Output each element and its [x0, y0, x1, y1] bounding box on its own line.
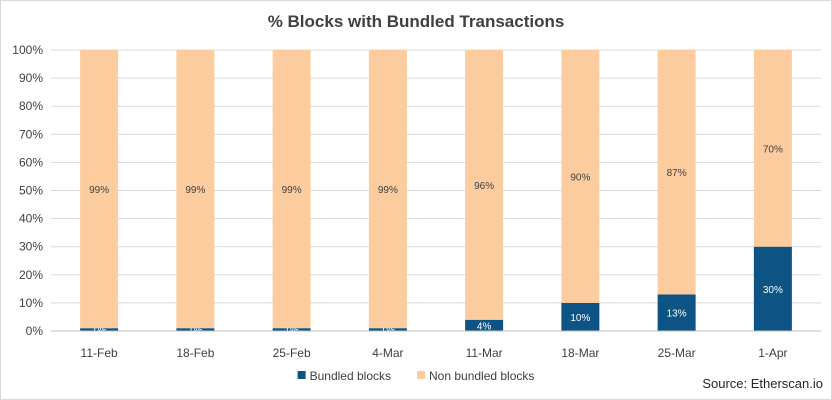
x-tick-label: 18-Mar — [561, 346, 599, 360]
y-tick-label: 100% — [12, 43, 43, 57]
bar-segment-non-bundled — [80, 50, 119, 329]
bar-segment-bundled — [465, 319, 504, 331]
data-label: 96% — [474, 181, 494, 192]
data-label: 10% — [570, 313, 590, 324]
bar-segment-non-bundled — [368, 50, 407, 329]
data-label: 90% — [570, 172, 590, 183]
y-axis: 0% 10% 20% 30% 40% 50% 60% 70% 80% 90% 100% — [12, 43, 43, 338]
legend-swatch — [416, 371, 425, 379]
data-label: 13% — [667, 309, 687, 320]
bar-segment-bundled — [561, 302, 600, 331]
x-tick-label: 18-Feb — [176, 346, 214, 360]
legend-item-bundled: Bundled blocks — [297, 369, 391, 383]
x-tick-label: 11-Mar — [466, 346, 503, 360]
y-tick-label: 90% — [19, 71, 43, 85]
y-tick-label: 50% — [19, 184, 43, 198]
legend-label: Non bundled blocks — [429, 369, 534, 383]
legend-item-non-bundled: Non bundled blocks — [416, 369, 534, 383]
data-label: 30% — [763, 285, 783, 296]
data-label: 4% — [477, 321, 492, 332]
data-label: 87% — [667, 168, 687, 179]
y-tick-label: 30% — [19, 240, 43, 254]
bar-segment-non-bundled — [272, 50, 311, 329]
data-label: 99% — [282, 185, 302, 196]
bar-segment-non-bundled — [561, 50, 600, 303]
source-note: Source: Etherscan.io — [702, 376, 823, 391]
bar-segment-non-bundled — [465, 50, 504, 320]
bar-segment-bundled — [80, 328, 119, 331]
data-label: 99% — [185, 185, 205, 196]
data-label: 99% — [89, 185, 109, 196]
bars: 1%99%1%99%1%99%1%99%4%96%10%90%13%87%30%… — [80, 50, 792, 337]
x-tick-label: 1-Apr — [758, 346, 787, 360]
y-tick-label: 70% — [19, 127, 43, 141]
bar-segment-bundled — [272, 328, 311, 331]
x-tick-label: 25-Mar — [658, 346, 696, 360]
data-label: 99% — [378, 185, 398, 196]
bar-segment-non-bundled — [176, 50, 215, 329]
y-tick-label: 80% — [19, 99, 43, 113]
bar-segment-bundled — [657, 294, 696, 331]
bar-segment-non-bundled — [753, 50, 792, 247]
bar-segment-bundled — [368, 328, 407, 331]
bar-segment-bundled — [176, 328, 215, 331]
y-tick-label: 40% — [19, 212, 43, 226]
y-tick-label: 20% — [19, 268, 43, 282]
x-tick-label: 11-Feb — [81, 346, 118, 360]
x-axis: 11-Feb 18-Feb 25-Feb 4-Mar 11-Mar 18-Mar 25-Ma… — [51, 330, 821, 360]
legend: Bundled blocks Non bundled blocks — [297, 369, 534, 383]
legend-label: Bundled blocks — [310, 369, 391, 383]
bar-segment-non-bundled — [657, 50, 696, 295]
y-tick-label: 0% — [26, 324, 44, 338]
x-tick-label: 25-Feb — [273, 346, 311, 360]
data-label: 70% — [763, 144, 783, 155]
y-tick-label: 60% — [19, 155, 43, 169]
y-tick-label: 10% — [19, 296, 43, 310]
bar-segment-bundled — [753, 246, 792, 331]
x-tick-label: 4-Mar — [372, 346, 403, 360]
gridlines — [51, 49, 821, 304]
chart-title: % Blocks with Bundled Transactions — [268, 12, 565, 31]
legend-swatch — [297, 371, 306, 379]
